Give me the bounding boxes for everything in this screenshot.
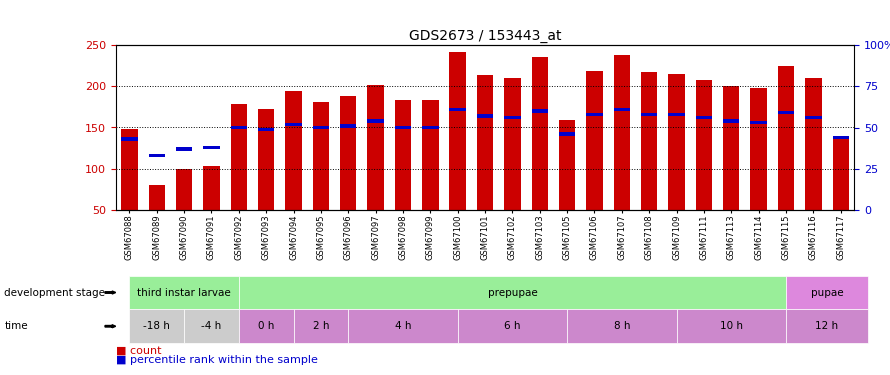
Text: prepupae: prepupae (488, 288, 538, 297)
Bar (668, 112, 684, 116)
Text: 4 h: 4 h (395, 321, 411, 331)
Bar (531, 110, 548, 112)
Text: time: time (4, 321, 28, 331)
Bar (312, 102, 329, 251)
Bar (286, 91, 302, 251)
Bar (422, 100, 439, 251)
Bar (422, 126, 439, 129)
Bar (832, 137, 849, 251)
Bar (477, 75, 493, 251)
Bar (312, 126, 329, 129)
Bar (258, 128, 274, 131)
Bar (477, 114, 493, 118)
Bar (613, 108, 630, 111)
Text: pupae: pupae (811, 288, 844, 297)
Bar (231, 104, 247, 251)
Text: 6 h: 6 h (504, 321, 521, 331)
Bar (449, 52, 465, 251)
Bar (149, 185, 165, 251)
Text: ■ percentile rank within the sample: ■ percentile rank within the sample (116, 355, 318, 365)
Bar (286, 123, 302, 126)
Text: 10 h: 10 h (720, 321, 743, 331)
Text: 2 h: 2 h (312, 321, 329, 331)
Bar (805, 78, 821, 251)
Bar (750, 88, 767, 251)
Text: 12 h: 12 h (815, 321, 838, 331)
Bar (203, 146, 220, 149)
Bar (176, 147, 192, 151)
Bar (121, 129, 138, 251)
Bar (723, 119, 740, 123)
Bar (258, 110, 274, 251)
Bar (121, 137, 138, 141)
Bar (778, 66, 794, 251)
Bar (723, 86, 740, 251)
Bar (395, 126, 411, 129)
Bar (641, 72, 658, 251)
Text: 0 h: 0 h (258, 321, 274, 331)
Bar (668, 74, 684, 251)
Title: GDS2673 / 153443_at: GDS2673 / 153443_at (409, 28, 562, 43)
Bar (750, 121, 767, 124)
Bar (149, 154, 165, 157)
Bar (505, 116, 521, 119)
Bar (340, 124, 357, 128)
Bar (559, 132, 575, 136)
Bar (696, 80, 712, 251)
Bar (613, 55, 630, 251)
Bar (176, 169, 192, 251)
Bar (696, 116, 712, 119)
Bar (587, 112, 603, 116)
Bar (203, 166, 220, 251)
Bar (559, 120, 575, 251)
Text: third instar larvae: third instar larvae (137, 288, 231, 297)
Text: development stage: development stage (4, 288, 105, 297)
Bar (805, 116, 821, 119)
Text: 8 h: 8 h (613, 321, 630, 331)
Bar (368, 85, 384, 251)
Bar (778, 111, 794, 114)
Bar (395, 100, 411, 251)
Bar (587, 71, 603, 251)
Text: -18 h: -18 h (143, 321, 170, 331)
Text: -4 h: -4 h (201, 321, 222, 331)
Bar (449, 108, 465, 111)
Bar (505, 78, 521, 251)
Bar (531, 57, 548, 251)
Bar (368, 119, 384, 123)
Text: ■ count: ■ count (116, 346, 161, 355)
Bar (231, 126, 247, 129)
Bar (641, 112, 658, 116)
Bar (340, 96, 357, 251)
Bar (832, 136, 849, 139)
